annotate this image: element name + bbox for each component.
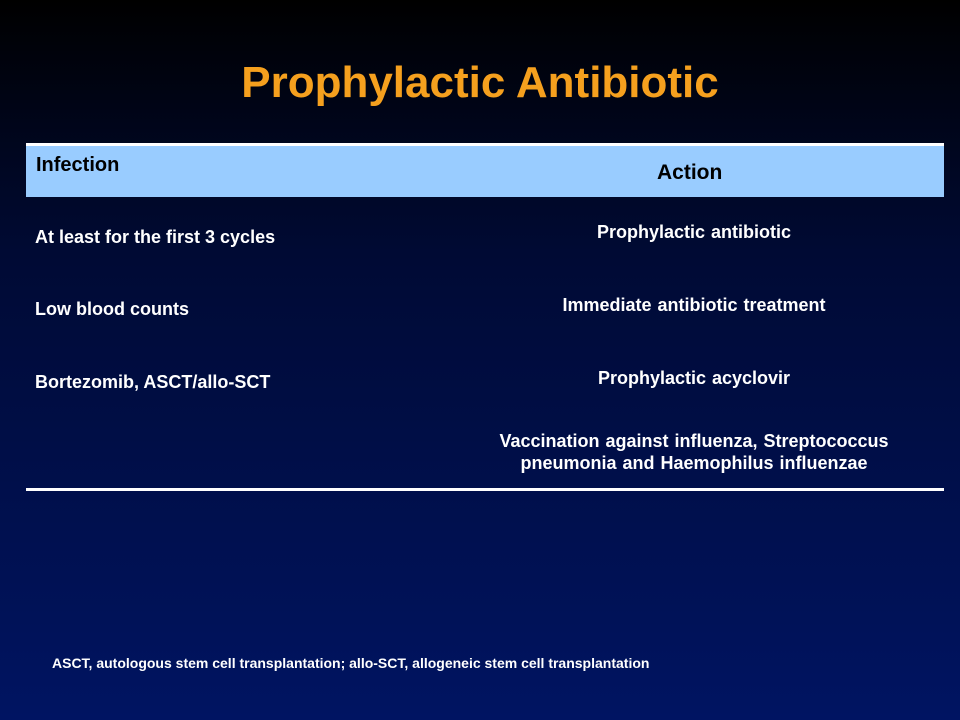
table-row-4-action: Vaccination against influenza, Streptoco… [445,430,943,474]
table-row-3-infection: Bortezomib, ASCT/allo-SCT [35,372,271,392]
table-row-4-action-line-1: Vaccination against influenza, Streptoco… [499,431,889,451]
column-header-action: Action [657,161,723,184]
table-row-1-infection: At least for the first 3 cycles [35,227,276,247]
table-row-4-action-line-2: pneumonia and Haemophilus influenzae [520,453,868,473]
table-header-row: Infection Action [26,146,944,197]
column-header-infection: Infection [36,154,120,176]
table-row-2-infection: Low blood counts [35,299,189,319]
footnote: ASCT, autologous stem cell transplantati… [52,655,650,671]
slide-title: Prophylactic Antibiotic [241,58,719,107]
table-row-2-action: Immediate antibiotic treatment [562,295,826,315]
table-top-rule [26,143,944,146]
table-bottom-rule [26,488,944,491]
table-row-1-action: Prophylactic antibiotic [596,222,792,242]
table-row-3-action: Prophylactic acyclovir [597,368,791,388]
